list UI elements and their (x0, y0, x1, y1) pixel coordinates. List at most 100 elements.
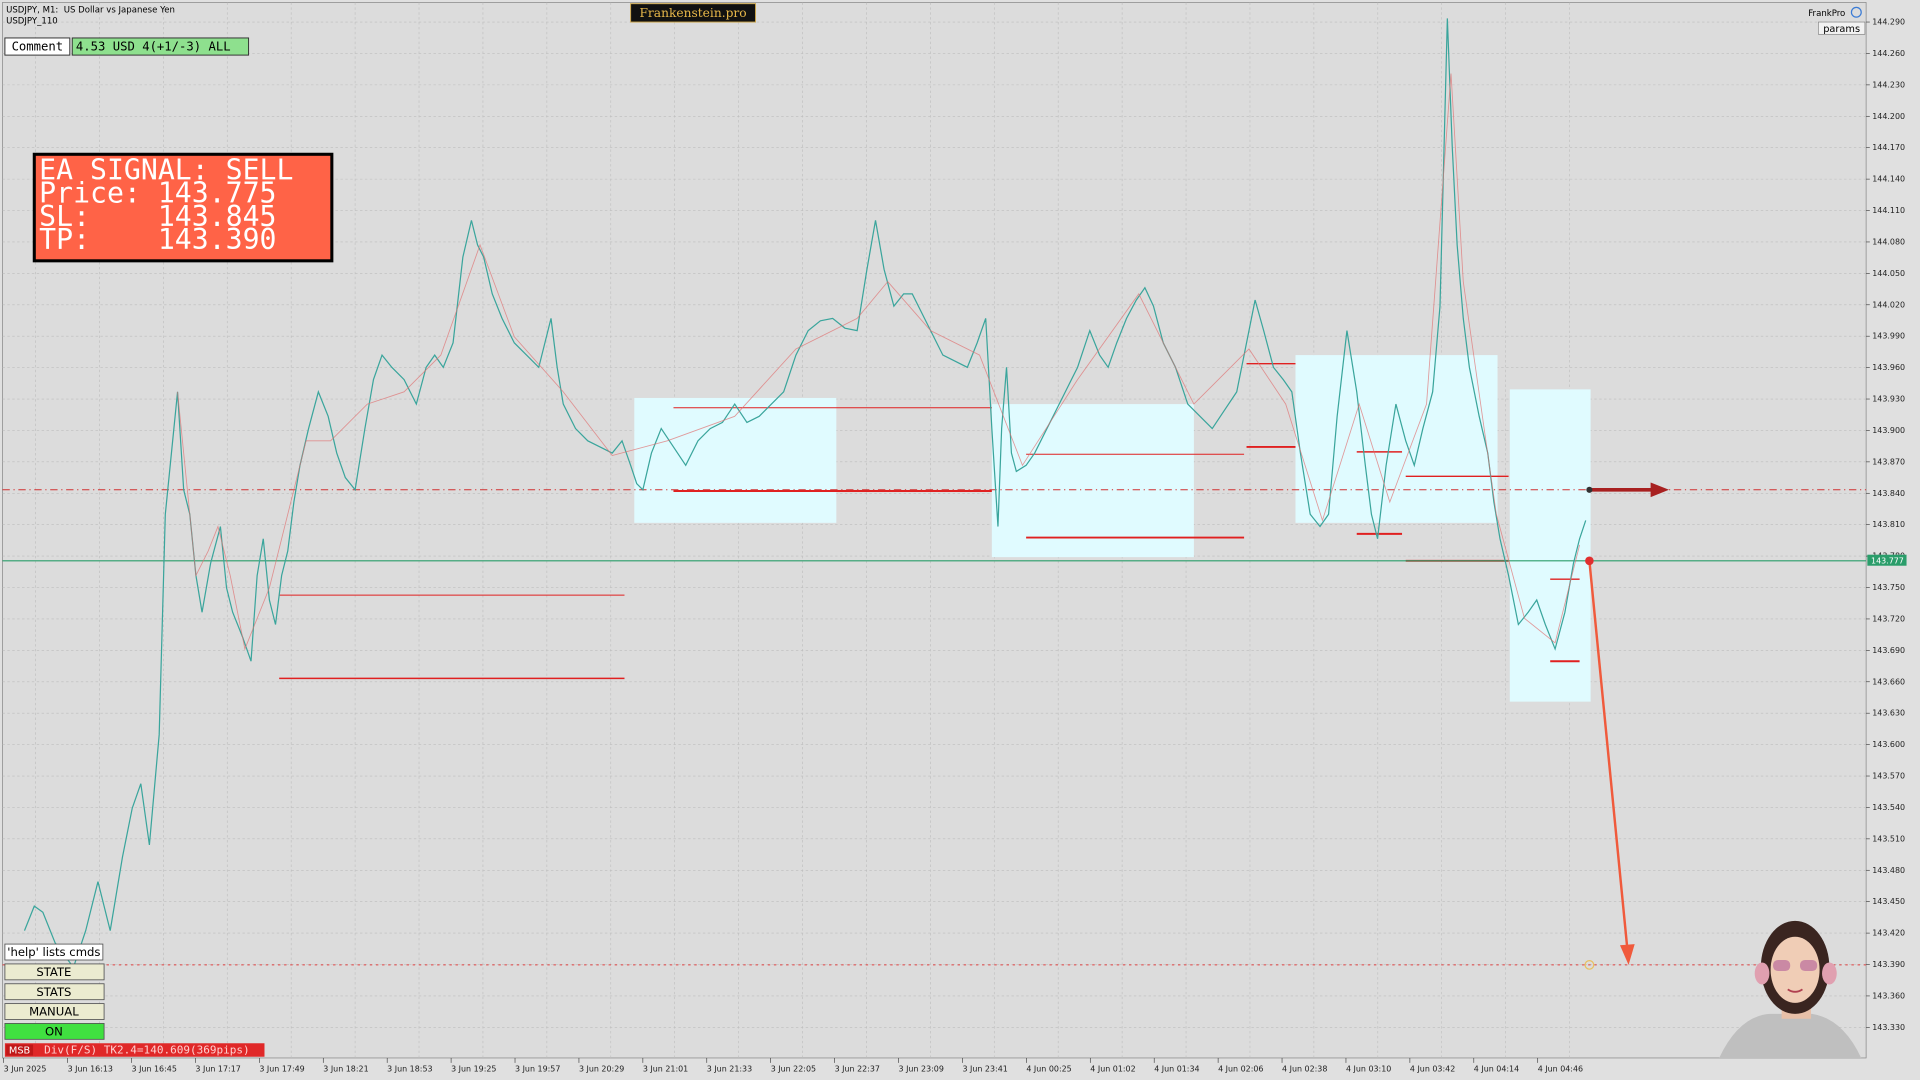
params-button[interactable] (1818, 21, 1866, 35)
price-label: 143.540 (1872, 803, 1905, 812)
price-label: 143.930 (1872, 395, 1905, 404)
time-label: 3 Jun 22:05 (771, 1064, 816, 1073)
time-label: 3 Jun 21:01 (643, 1064, 688, 1073)
time-label: 4 Jun 01:34 (1154, 1064, 1199, 1073)
price-label: 143.510 (1872, 834, 1905, 843)
time-label: 3 Jun 18:53 (387, 1064, 432, 1073)
button[interactable] (4, 1003, 105, 1020)
avatar (1719, 920, 1862, 1058)
corner-label: FrankPro (1808, 9, 1845, 19)
time-label: 3 Jun 2025 (4, 1064, 47, 1073)
time-axis: 3 Jun 2025 3 Jun 16:13 3 Jun 16:45 3 Jun 17… (3, 1057, 1583, 1073)
status-tag: MSB (9, 1046, 31, 1057)
price-label: 143.390 (1872, 960, 1905, 969)
time-label: 4 Jun 03:42 (1410, 1064, 1455, 1073)
button[interactable] (4, 983, 105, 1001)
price-label: 144.110 (1872, 206, 1905, 215)
price-label: 144.260 (1872, 49, 1905, 58)
price-label: 143.450 (1872, 897, 1905, 906)
corner-icon (1850, 6, 1862, 18)
time-label: 3 Jun 16:45 (132, 1064, 177, 1073)
comment-label-box (4, 37, 71, 56)
symbol-subtitle: USDJPY_110 (6, 16, 58, 26)
price-label: 143.690 (1872, 646, 1905, 655)
price-label: 143.900 (1872, 426, 1905, 435)
time-label: 3 Jun 19:57 (515, 1064, 560, 1073)
time-label: 3 Jun 20:29 (579, 1064, 624, 1073)
signal-line: Price: 143.775 (39, 177, 276, 210)
brand: Frankenstein.pro (639, 6, 746, 20)
time-label: 3 Jun 22:37 (835, 1064, 880, 1073)
price-label: 143.420 (1872, 929, 1905, 938)
price-label: 143.570 (1872, 772, 1905, 781)
zone (1509, 389, 1591, 702)
time-label: 4 Jun 00:25 (1026, 1064, 1071, 1073)
price-label: 144.050 (1872, 269, 1905, 278)
price-label: 143.990 (1872, 332, 1905, 341)
time-label: 3 Jun 18:21 (323, 1064, 368, 1073)
button-label[interactable]: STATS (36, 985, 71, 999)
button-label[interactable]: STATE (36, 965, 71, 979)
button-label[interactable]: MANUAL (29, 1005, 79, 1019)
status-bar (4, 1043, 265, 1057)
price-path (23, 18, 1587, 969)
brand-box (630, 3, 756, 23)
zone (634, 397, 837, 523)
time-label: 4 Jun 02:38 (1282, 1064, 1327, 1073)
signal-line: EA SIGNAL: SELL (39, 153, 293, 186)
sl-marker (1586, 486, 1593, 493)
params-label[interactable]: params (1823, 24, 1860, 35)
current-price-box (1867, 554, 1907, 566)
price-path-bear (177, 73, 1581, 651)
price-label: 143.330 (1872, 1023, 1905, 1032)
time-label: 3 Jun 16:13 (68, 1064, 113, 1073)
time-label: 3 Jun 17:49 (259, 1064, 304, 1073)
price-label: 143.810 (1872, 520, 1905, 529)
button[interactable] (4, 1022, 105, 1040)
price-label: 143.840 (1872, 489, 1905, 498)
signal-line: TP: 143.390 (39, 223, 276, 256)
time-label: 3 Jun 23:09 (899, 1064, 944, 1073)
price-label: 143.870 (1872, 457, 1905, 466)
time-label: 3 Jun 23:41 (962, 1064, 1007, 1073)
price-label: 143.960 (1872, 363, 1905, 372)
price-label: 144.140 (1872, 175, 1905, 184)
tp-arrow (1588, 560, 1629, 950)
time-label: 4 Jun 03:10 (1346, 1064, 1391, 1073)
zone (991, 404, 1194, 558)
price-label: 143.750 (1872, 583, 1905, 592)
time-label: 4 Jun 01:02 (1090, 1064, 1135, 1073)
symbol-title: USDJPY, M1: US Dollar vs Japanese Yen (6, 5, 175, 15)
time-label: 3 Jun 19:25 (451, 1064, 496, 1073)
price-label: 143.480 (1872, 866, 1905, 875)
price-label: 143.600 (1872, 740, 1905, 749)
comment-value-box (71, 37, 250, 56)
time-label: 4 Jun 02:06 (1218, 1064, 1263, 1073)
current-price: 143.777 (1871, 556, 1904, 565)
button[interactable] (4, 963, 105, 981)
buttons: 'help' lists cmds STATE STATS MANUAL ON (4, 943, 105, 1040)
time-label: 3 Jun 17:17 (195, 1064, 240, 1073)
signal-line: SL: 143.845 (39, 200, 276, 233)
price-label: 144.230 (1872, 80, 1905, 89)
price-label: 143.630 (1872, 709, 1905, 718)
time-label: 3 Jun 21:33 (707, 1064, 752, 1073)
status-text: Div(F/S) TK2.4=140.609(369pips) (44, 1044, 250, 1057)
tp-arrow-head (1620, 944, 1635, 965)
price-label: 143.720 (1872, 614, 1905, 623)
entry-marker (1585, 556, 1594, 566)
zone (1295, 355, 1498, 523)
zones (634, 355, 1591, 702)
comment-label: Comment (12, 40, 64, 54)
button-label[interactable]: 'help' lists cmds (7, 945, 100, 959)
price-axis: 144.290 144.260 144.230 144.200 144.170 144.1… (1866, 18, 1907, 1032)
button[interactable] (4, 943, 104, 961)
signal-box (32, 152, 334, 263)
time-label: 4 Jun 04:46 (1538, 1064, 1583, 1073)
button-label[interactable]: ON (45, 1025, 63, 1039)
price-label: 143.660 (1872, 677, 1905, 686)
sl-arrow-head (1650, 482, 1669, 498)
